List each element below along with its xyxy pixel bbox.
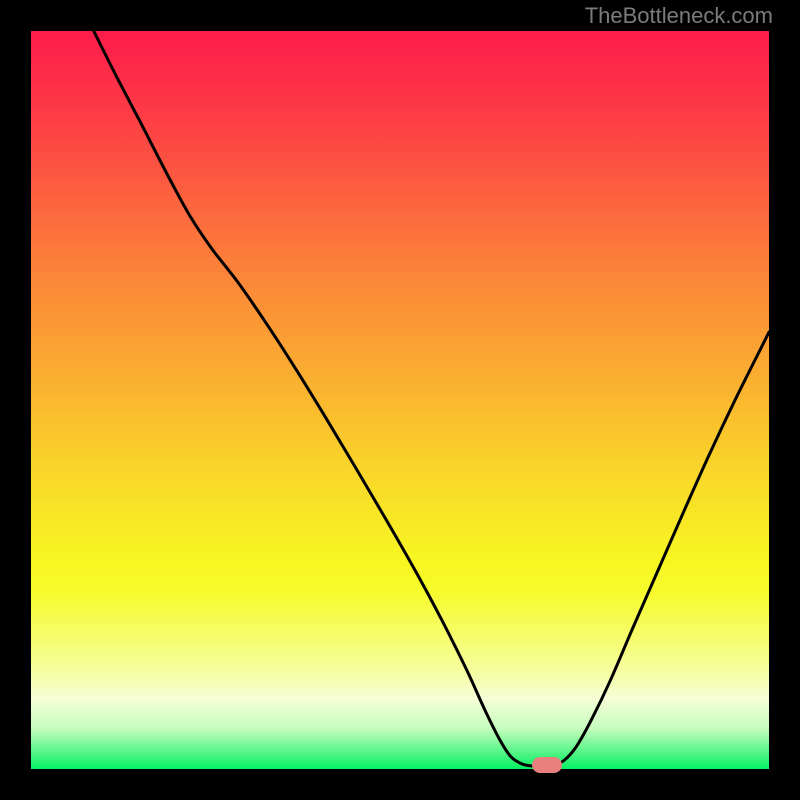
watermark-text: TheBottleneck.com: [585, 3, 773, 29]
minimum-marker: [532, 757, 562, 773]
gradient-background: [31, 31, 769, 769]
